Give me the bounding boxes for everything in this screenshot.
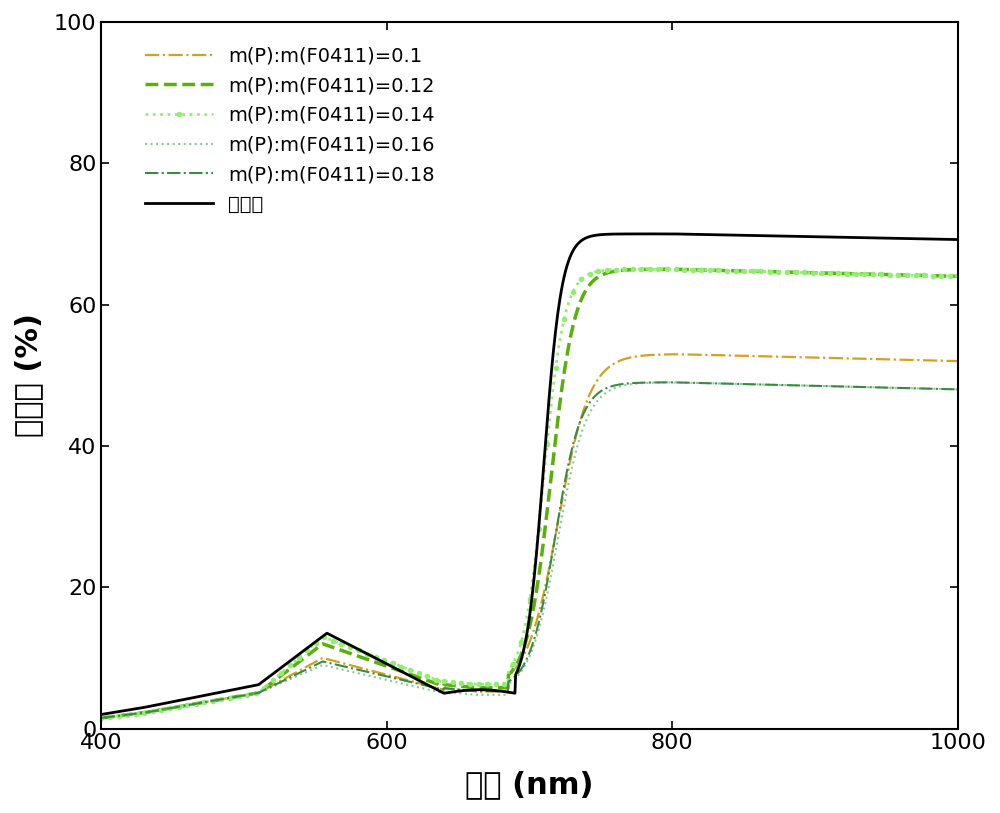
m(P):m(F0411)=0.18: [952, 385, 964, 394]
m(P):m(F0411)=0.18: [467, 686, 479, 696]
Line: m(P):m(F0411)=0.14: m(P):m(F0411)=0.14: [99, 267, 960, 721]
m(P):m(F0411)=0.16: [240, 690, 252, 700]
m(P):m(F0411)=0.14: [240, 690, 252, 700]
m(P):m(F0411)=0.18: [209, 696, 221, 706]
m(P):m(F0411)=0.14: [563, 296, 575, 306]
m(P):m(F0411)=0.1: [240, 690, 252, 700]
m(P):m(F0411)=0.16: [209, 696, 221, 706]
m(P):m(F0411)=0.12: [545, 470, 557, 480]
m(P):m(F0411)=0.12: [666, 264, 678, 274]
Line: m(P):m(F0411)=0.12: m(P):m(F0411)=0.12: [101, 269, 958, 718]
m(P):m(F0411)=0.16: [467, 689, 479, 699]
m(P):m(F0411)=0.16: [545, 569, 557, 579]
槐树叶: [209, 689, 221, 698]
m(P):m(F0411)=0.14: [952, 272, 964, 281]
m(P):m(F0411)=0.1: [545, 552, 557, 562]
m(P):m(F0411)=0.18: [384, 672, 396, 682]
m(P):m(F0411)=0.14: [545, 398, 557, 408]
Line: m(P):m(F0411)=0.18: m(P):m(F0411)=0.18: [101, 382, 958, 718]
m(P):m(F0411)=0.1: [384, 671, 396, 680]
槐树叶: [384, 661, 396, 671]
Legend: m(P):m(F0411)=0.1, m(P):m(F0411)=0.12, m(P):m(F0411)=0.14, m(P):m(F0411)=0.16, m: m(P):m(F0411)=0.1, m(P):m(F0411)=0.12, m…: [137, 39, 443, 222]
m(P):m(F0411)=0.18: [545, 554, 557, 564]
X-axis label: 波长 (nm): 波长 (nm): [465, 770, 594, 799]
m(P):m(F0411)=0.16: [952, 385, 964, 394]
m(P):m(F0411)=0.1: [467, 686, 479, 696]
m(P):m(F0411)=0.1: [666, 350, 678, 359]
m(P):m(F0411)=0.14: [209, 696, 221, 706]
m(P):m(F0411)=0.18: [95, 713, 107, 723]
m(P):m(F0411)=0.14: [666, 264, 678, 274]
Y-axis label: 反射率 (%): 反射率 (%): [14, 313, 43, 437]
槐树叶: [467, 685, 479, 695]
Line: m(P):m(F0411)=0.16: m(P):m(F0411)=0.16: [101, 382, 958, 718]
m(P):m(F0411)=0.12: [240, 690, 252, 700]
Line: m(P):m(F0411)=0.1: m(P):m(F0411)=0.1: [101, 354, 958, 718]
m(P):m(F0411)=0.14: [95, 713, 107, 723]
槐树叶: [952, 235, 964, 245]
m(P):m(F0411)=0.12: [209, 696, 221, 706]
槐树叶: [666, 229, 678, 239]
m(P):m(F0411)=0.18: [240, 690, 252, 700]
m(P):m(F0411)=0.12: [384, 663, 396, 672]
槐树叶: [563, 254, 575, 264]
m(P):m(F0411)=0.14: [467, 679, 479, 689]
m(P):m(F0411)=0.16: [563, 476, 575, 485]
m(P):m(F0411)=0.16: [384, 676, 396, 685]
槐树叶: [95, 710, 107, 720]
m(P):m(F0411)=0.16: [666, 377, 678, 387]
m(P):m(F0411)=0.1: [563, 461, 575, 471]
m(P):m(F0411)=0.12: [952, 272, 964, 281]
m(P):m(F0411)=0.18: [666, 377, 678, 387]
m(P):m(F0411)=0.1: [952, 356, 964, 366]
Line: 槐树叶: 槐树叶: [101, 234, 958, 715]
槐树叶: [240, 682, 252, 692]
m(P):m(F0411)=0.1: [209, 696, 221, 706]
m(P):m(F0411)=0.18: [563, 455, 575, 465]
m(P):m(F0411)=0.16: [95, 713, 107, 723]
m(P):m(F0411)=0.14: [384, 658, 396, 667]
m(P):m(F0411)=0.1: [95, 713, 107, 723]
m(P):m(F0411)=0.12: [95, 713, 107, 723]
m(P):m(F0411)=0.12: [467, 683, 479, 693]
槐树叶: [545, 367, 557, 377]
m(P):m(F0411)=0.12: [563, 338, 575, 348]
